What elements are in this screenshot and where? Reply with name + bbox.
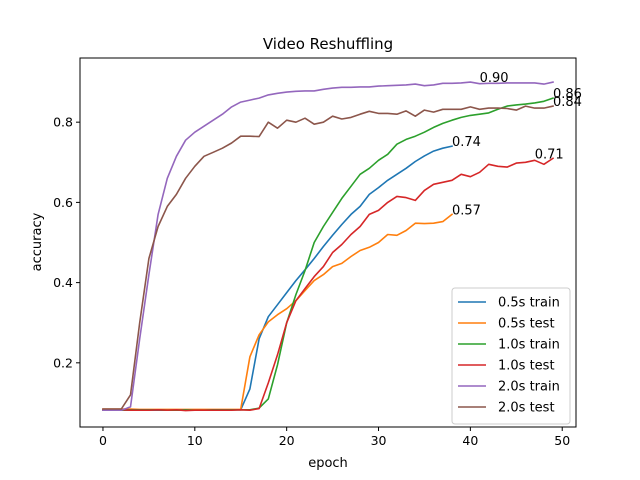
series-line-2-0s-test [102, 105, 554, 410]
x-axis: 0 10 20 30 40 50 [99, 427, 570, 448]
legend-box [451, 287, 571, 425]
series-line-2-0s-train [102, 81, 554, 412]
x-tick-label: 40 [462, 433, 478, 448]
legend-label: 0.5s test [498, 317, 555, 332]
x-tick-label: 20 [279, 433, 295, 448]
data-label: 0.71 [535, 147, 564, 162]
legend-label: 2.0s test [498, 401, 555, 416]
series-layer [102, 81, 555, 412]
plot-area-frame [79, 57, 577, 428]
annotation-layer: 0.74 0.57 0.86 0.71 0.90 0.84 [452, 71, 582, 218]
legend-label: 1.0s test [498, 359, 555, 374]
legend-label: 2.0s train [498, 380, 560, 395]
data-label: 0.84 [553, 95, 582, 110]
y-tick-label: 0.8 [53, 115, 73, 130]
series-line-1-0s-test [102, 157, 555, 412]
y-axis: 0.2 0.4 0.6 0.8 [53, 115, 80, 370]
legend-label: 1.0s train [498, 338, 560, 353]
legend-label: 0.5s train [498, 296, 560, 311]
x-axis-label: epoch [308, 456, 348, 471]
data-label: 0.90 [480, 71, 509, 86]
x-tick-label: 10 [187, 433, 203, 448]
legend: 0.5s train 0.5s test 1.0s train 1.0s test 2.… [451, 287, 571, 425]
x-tick-label: 0 [99, 433, 107, 448]
data-label: 0.74 [452, 135, 481, 150]
y-axis-label: accuracy [30, 212, 45, 271]
data-label: 0.86 [553, 87, 582, 102]
chart-title: Video Reshuffling [263, 35, 393, 53]
x-tick-label: 30 [371, 433, 387, 448]
y-tick-label: 0.4 [53, 275, 73, 290]
x-tick-label: 50 [554, 433, 570, 448]
y-tick-label: 0.6 [53, 195, 73, 210]
data-label: 0.57 [452, 203, 481, 218]
y-tick-label: 0.2 [53, 355, 73, 370]
